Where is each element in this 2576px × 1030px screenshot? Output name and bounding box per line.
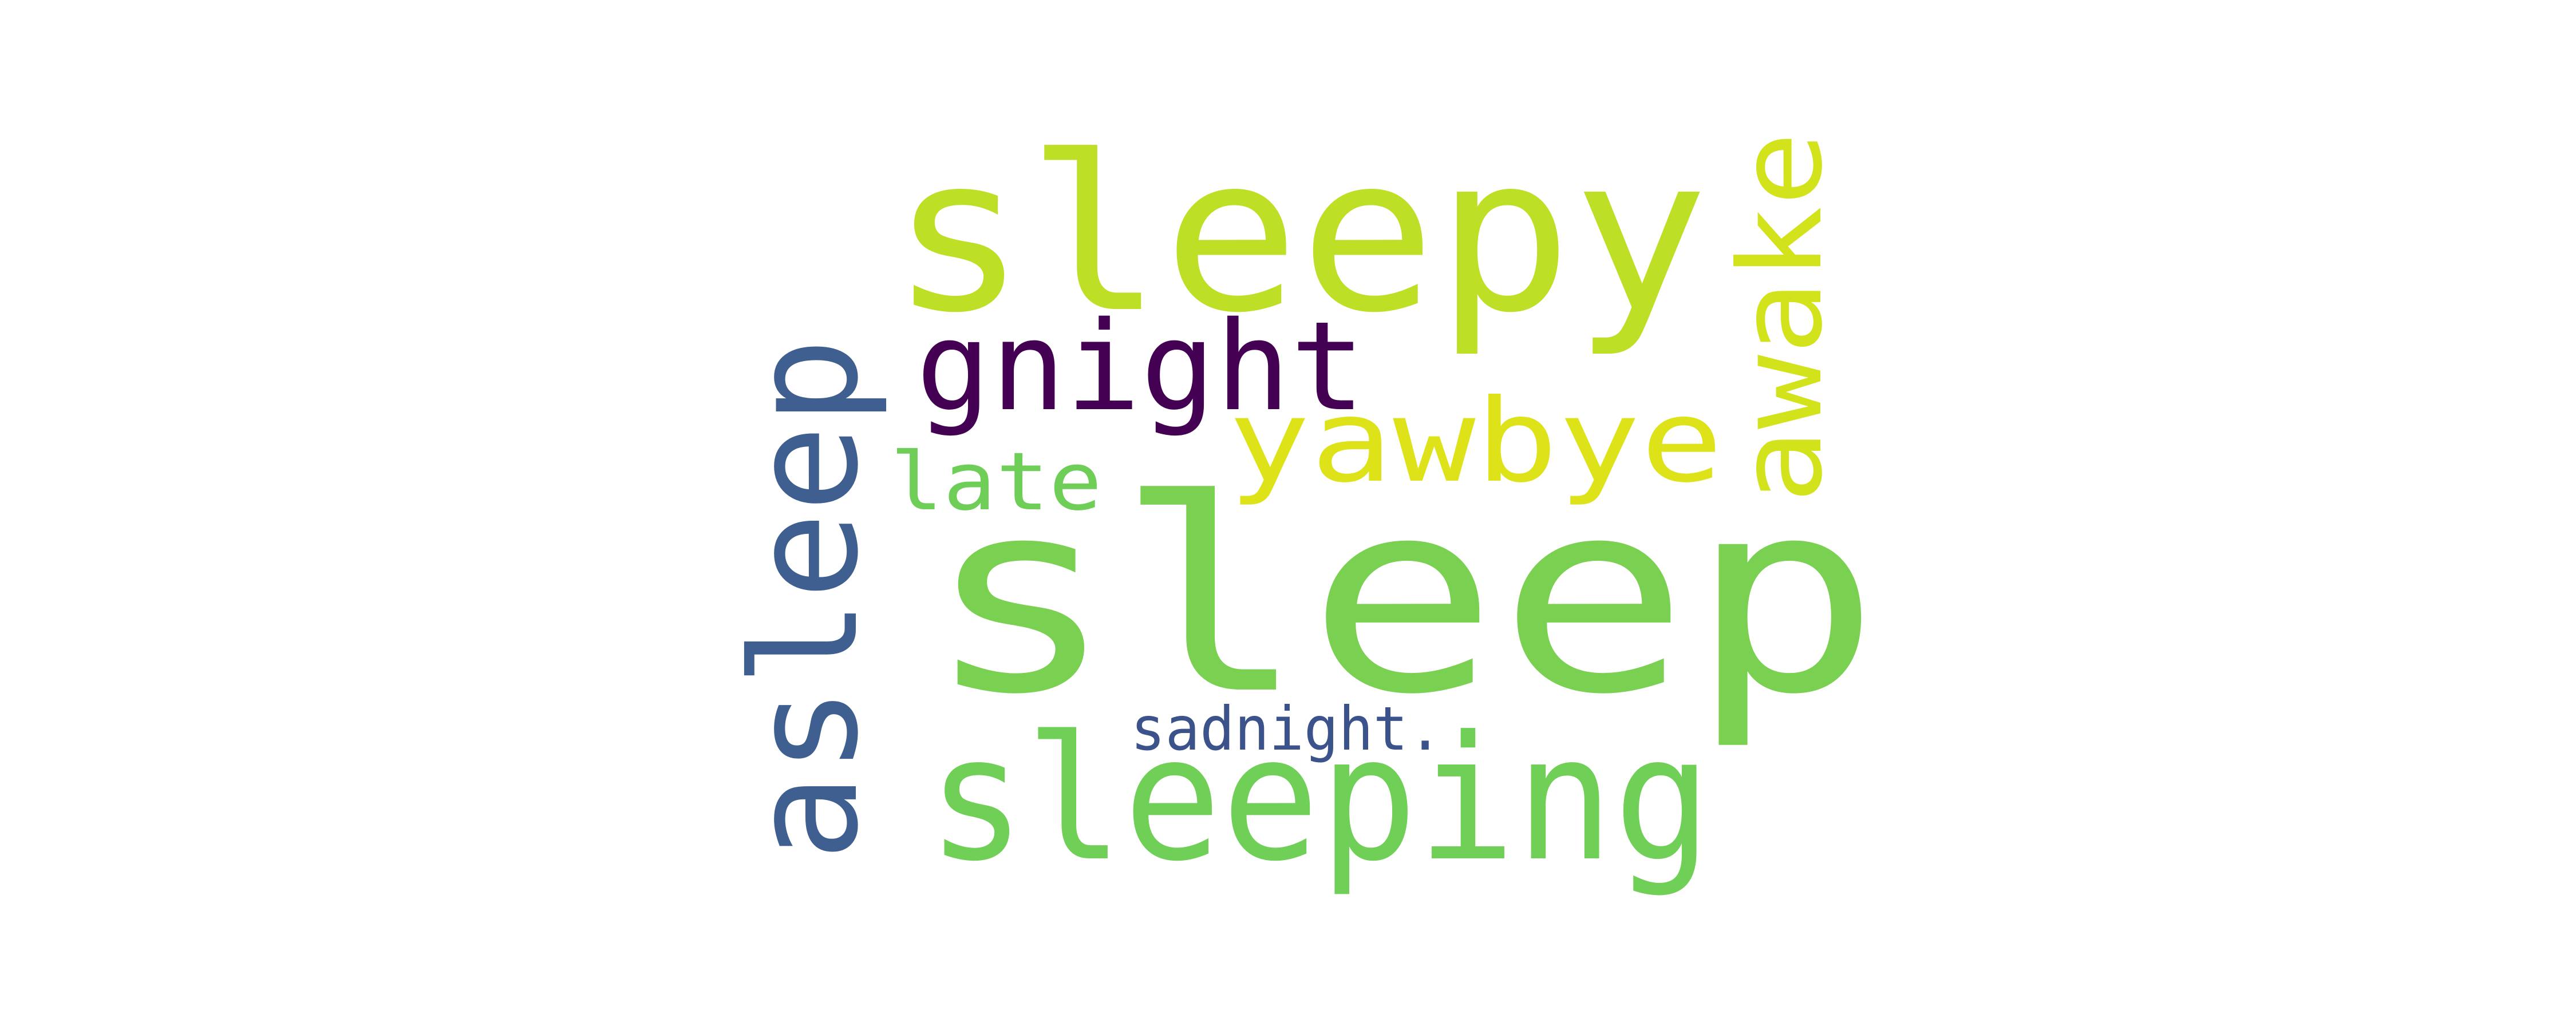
word-sleepy: sleepy (890, 110, 1709, 360)
word-sadnight: sadnight. (1131, 694, 1443, 764)
word-sleep: sleep (924, 442, 1880, 752)
word-late: late (890, 435, 1102, 529)
word-awake: awake (1714, 132, 1848, 504)
word-yawbye: yawbye (1228, 375, 1723, 508)
word-sleeping: sleeping (927, 699, 1712, 899)
word-gnight: gnight (916, 295, 1365, 438)
word-asleep: asleep (721, 338, 891, 861)
